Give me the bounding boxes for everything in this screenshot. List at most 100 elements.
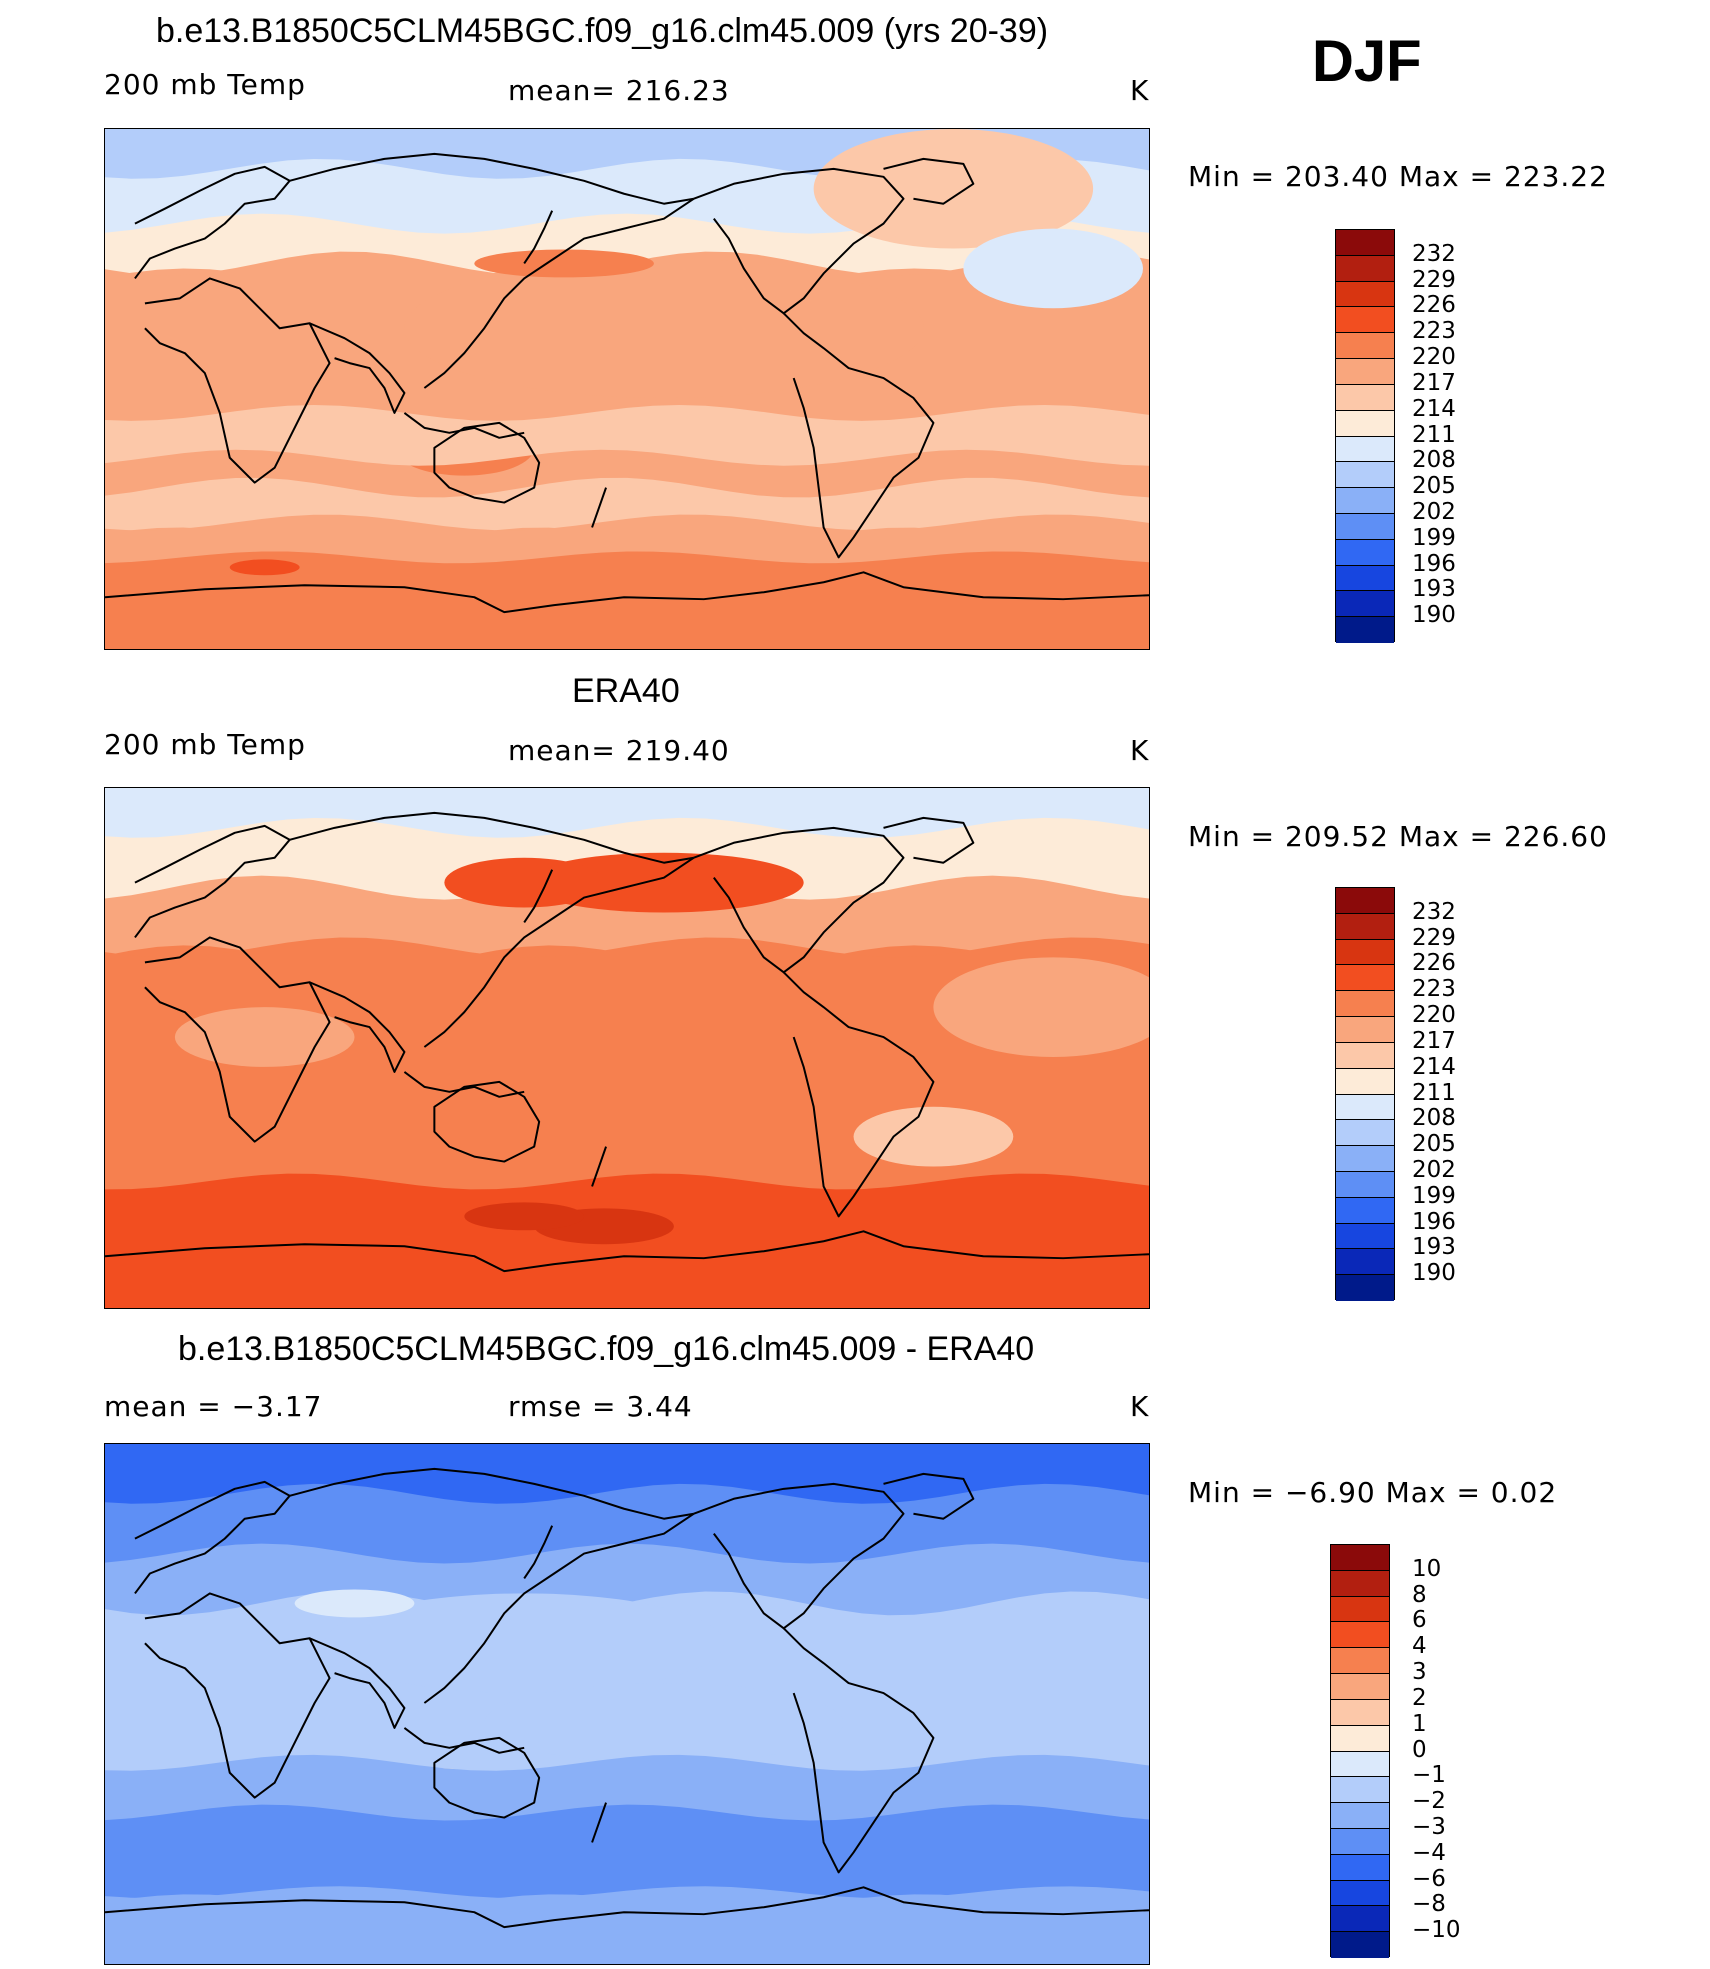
colorbar-tick-label: −10 <box>1412 1917 1461 1944</box>
colorbar-tick-label: 208 <box>1412 447 1456 474</box>
colorbar-swatch <box>1336 513 1394 540</box>
colorbar-tick-label: 205 <box>1412 473 1456 500</box>
colorbar-swatch <box>1331 1828 1389 1855</box>
coastline <box>134 165 291 280</box>
contour-blob <box>344 1206 465 1227</box>
coastline <box>433 1736 541 1819</box>
colorbar-tick-label: 0 <box>1412 1736 1427 1763</box>
coastline <box>134 824 291 939</box>
colorbar-swatch <box>1331 1725 1389 1752</box>
coastline <box>883 816 975 864</box>
contour-blob <box>933 957 1149 1057</box>
panel-3-colorbar <box>1330 1544 1390 1958</box>
colorbar-swatch <box>1336 913 1394 940</box>
season-label: DJF <box>1312 29 1422 94</box>
colorbar-swatch <box>1336 1042 1394 1069</box>
colorbar-swatch <box>1331 1648 1389 1675</box>
contour-band <box>105 1804 1149 1911</box>
panel-2-colorbar <box>1335 887 1395 1301</box>
coastline <box>105 1230 1149 1273</box>
colorbar-tick-label: 199 <box>1412 1182 1456 1209</box>
colorbar-tick-label: −2 <box>1412 1788 1446 1815</box>
panel-2-map <box>104 787 1150 1309</box>
colorbar-swatch <box>1336 384 1394 411</box>
colorbar-swatch <box>1331 1880 1389 1907</box>
colorbar-swatch <box>1336 965 1394 992</box>
colorbar-tick-label: 226 <box>1412 950 1456 977</box>
colorbar-tick-label: 1 <box>1412 1710 1427 1737</box>
colorbar-swatch <box>1336 1017 1394 1043</box>
colorbar-tick-label: 8 <box>1412 1581 1427 1608</box>
contour-blob <box>464 1202 585 1231</box>
contour-blob <box>404 258 924 398</box>
coastline <box>309 1637 406 1729</box>
panel-2-units: K <box>1130 734 1150 767</box>
panel-1-units: K <box>1130 74 1150 107</box>
colorbar-swatch <box>1336 617 1394 643</box>
panel-2-minmax: Min = 209.52 Max = 226.60 <box>1188 820 1608 853</box>
colorbar-swatch <box>1336 539 1394 566</box>
coastline <box>782 971 935 1218</box>
coastline <box>105 1886 1149 1929</box>
contour-blob <box>853 1106 1014 1167</box>
colorbar-swatch <box>1336 488 1394 514</box>
colorbar-tick-label: 205 <box>1412 1131 1456 1158</box>
colorbar-tick-label: 217 <box>1412 1027 1456 1054</box>
panel-1-map <box>104 128 1150 650</box>
panel-1-variable-label: 200 mb Temp <box>104 68 306 101</box>
colorbar-swatch <box>1336 1146 1394 1172</box>
colorbar-swatch <box>1336 1120 1394 1147</box>
colorbar-tick-label: 211 <box>1412 421 1456 448</box>
colorbar-tick-label: 220 <box>1412 1002 1456 1029</box>
colorbar-tick-label: 214 <box>1412 1053 1456 1080</box>
colorbar-swatch <box>1331 1751 1389 1778</box>
coastline <box>693 1482 905 1630</box>
colorbar-swatch <box>1336 591 1394 618</box>
colorbar-swatch <box>1331 1906 1389 1933</box>
panel-3-map <box>104 1443 1150 1965</box>
colorbar-tick-label: 232 <box>1412 898 1456 925</box>
colorbar-tick-label: 229 <box>1412 266 1456 293</box>
colorbar-tick-label: −3 <box>1412 1813 1446 1840</box>
coastline <box>423 856 695 1048</box>
contour-blob <box>229 559 300 576</box>
colorbar-swatch <box>1336 1094 1394 1121</box>
coastline <box>309 981 406 1073</box>
colorbar-swatch <box>1336 230 1394 256</box>
coastline <box>423 197 695 389</box>
coastline <box>289 152 695 205</box>
colorbar-tick-label: −4 <box>1412 1839 1446 1866</box>
colorbar-tick-label: 196 <box>1412 1208 1456 1235</box>
coastline <box>523 210 554 265</box>
coastline <box>289 1467 695 1520</box>
colorbar-swatch <box>1336 462 1394 489</box>
coastline <box>693 826 905 974</box>
coastline <box>591 1146 607 1187</box>
contour-blob <box>524 852 804 913</box>
coastline <box>289 811 695 864</box>
coastline <box>144 936 331 1143</box>
colorbar-swatch <box>1331 1674 1389 1700</box>
colorbar-tick-label: 202 <box>1412 498 1456 525</box>
contour-blob <box>474 249 654 278</box>
colorbar-tick-label: 10 <box>1412 1555 1442 1582</box>
colorbar-tick-label: 193 <box>1412 1234 1456 1261</box>
colorbar-swatch <box>1336 565 1394 592</box>
colorbar-tick-label: 232 <box>1412 240 1456 267</box>
colorbar-swatch <box>1336 436 1394 463</box>
coastline <box>591 487 607 528</box>
colorbar-tick-label: 208 <box>1412 1105 1456 1132</box>
panel-3-mean-label: mean = −3.17 <box>104 1390 323 1423</box>
panel-2-mean-label: mean= 219.40 <box>508 734 730 767</box>
colorbar-swatch <box>1331 1596 1389 1623</box>
colorbar-swatch <box>1331 1570 1389 1597</box>
panel-3-title: b.e13.B1850C5CLM45BGC.f09_g16.clm45.009 … <box>178 1330 1035 1368</box>
colorbar-tick-label: 2 <box>1412 1684 1427 1711</box>
colorbar-tick-label: 193 <box>1412 576 1456 603</box>
coastline <box>433 421 541 504</box>
colorbar-swatch <box>1336 359 1394 385</box>
coastline <box>883 157 975 205</box>
colorbar-swatch <box>1336 307 1394 334</box>
coastline <box>782 1627 935 1874</box>
colorbar-swatch <box>1336 281 1394 308</box>
